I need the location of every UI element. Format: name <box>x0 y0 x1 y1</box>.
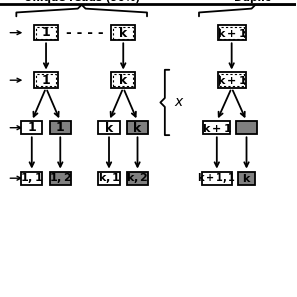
Text: $\mathbf{k,2}$: $\mathbf{k,2}$ <box>126 171 149 185</box>
FancyBboxPatch shape <box>50 121 71 134</box>
Text: $\mathbf{k}$: $\mathbf{k}$ <box>242 172 251 184</box>
Text: $\mathbf{k,1}$: $\mathbf{k,1}$ <box>98 171 120 185</box>
FancyBboxPatch shape <box>34 25 58 40</box>
FancyBboxPatch shape <box>21 121 42 134</box>
FancyBboxPatch shape <box>21 172 42 185</box>
Text: $\mathbf{k}$: $\mathbf{k}$ <box>104 121 114 135</box>
FancyBboxPatch shape <box>34 72 58 88</box>
Text: $\mathbf{k+1}$: $\mathbf{k+1}$ <box>202 122 232 134</box>
Text: $\mathbf{1}$: $\mathbf{1}$ <box>27 121 37 134</box>
FancyBboxPatch shape <box>202 172 232 185</box>
FancyBboxPatch shape <box>98 172 120 185</box>
FancyBboxPatch shape <box>50 172 71 185</box>
Text: $\mathbf{k+1,1}$: $\mathbf{k+1,1}$ <box>197 171 236 185</box>
Text: $\mathbf{1}$: $\mathbf{1}$ <box>41 74 51 87</box>
FancyBboxPatch shape <box>238 172 255 185</box>
Text: $\mathbf{k}$: $\mathbf{k}$ <box>118 73 129 87</box>
Text: $\mathbf{k+1}$: $\mathbf{k+1}$ <box>217 27 247 39</box>
FancyBboxPatch shape <box>217 72 246 88</box>
FancyBboxPatch shape <box>127 121 148 134</box>
Text: $\mathbf{1,2}$: $\mathbf{1,2}$ <box>49 171 72 185</box>
FancyBboxPatch shape <box>111 25 135 40</box>
FancyBboxPatch shape <box>98 121 120 134</box>
Text: Unique reads (90%): Unique reads (90%) <box>24 0 140 3</box>
FancyBboxPatch shape <box>217 25 246 40</box>
FancyBboxPatch shape <box>236 121 257 134</box>
Text: $\mathbf{1,1}$: $\mathbf{1,1}$ <box>20 171 43 185</box>
Text: $\mathbf{k}$: $\mathbf{k}$ <box>118 26 129 40</box>
Text: Duplic: Duplic <box>234 0 271 3</box>
Bar <box>296 0 297 297</box>
FancyBboxPatch shape <box>127 172 148 185</box>
Text: - - - -: - - - - <box>66 26 103 40</box>
FancyBboxPatch shape <box>111 72 135 88</box>
Text: $\mathbf{1}$: $\mathbf{1}$ <box>55 121 65 134</box>
Text: $\mathbf{1}$: $\mathbf{1}$ <box>41 26 51 39</box>
Text: $x$: $x$ <box>174 95 184 110</box>
Text: $\mathbf{k+1}$: $\mathbf{k+1}$ <box>217 74 247 86</box>
FancyBboxPatch shape <box>203 121 230 134</box>
Text: $\mathbf{k}$: $\mathbf{k}$ <box>132 121 143 135</box>
